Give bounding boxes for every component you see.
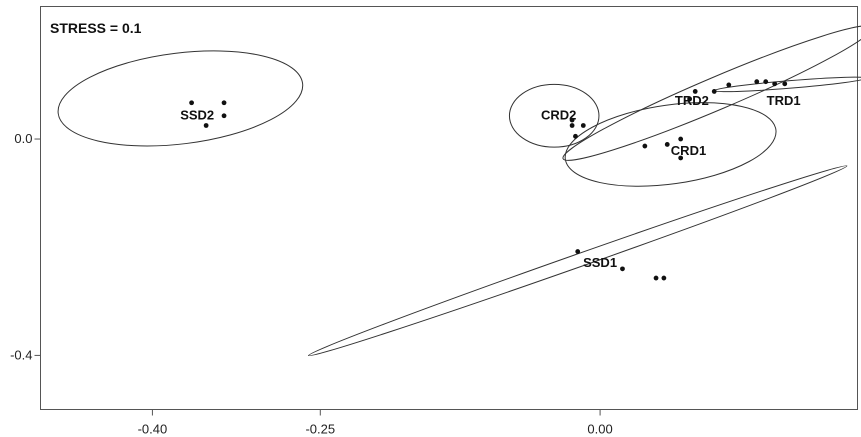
stress-annotation: STRESS = 0.1 xyxy=(50,20,142,36)
point-ssd1 xyxy=(620,266,625,272)
point-crd2 xyxy=(573,133,578,139)
ellipse-ssd2 xyxy=(57,50,304,147)
point-trd1 xyxy=(754,79,760,85)
group-label-ssd2: SSD2 xyxy=(180,108,214,123)
point-crd1 xyxy=(642,143,648,149)
point-crd1 xyxy=(678,155,684,161)
point-crd2 xyxy=(569,117,575,123)
ellipse-trd1 xyxy=(714,76,861,93)
point-trd2 xyxy=(687,96,693,102)
group-label-ssd1: SSD1 xyxy=(583,255,617,270)
point-trd2 xyxy=(711,89,717,94)
ellipse-ssd1 xyxy=(308,165,848,357)
axes: -0.40 -0.25 0.00 0.0 -0.4 xyxy=(10,131,613,436)
point-trd2 xyxy=(726,82,732,88)
point-crd2 xyxy=(569,123,575,128)
group-label-crd2: CRD2 xyxy=(541,108,576,123)
point-ssd1 xyxy=(653,275,659,281)
x-tick-label: -0.25 xyxy=(305,422,335,437)
point-crd2 xyxy=(580,123,586,128)
data-points xyxy=(189,79,788,281)
y-tick-label: -0.4 xyxy=(10,347,32,362)
point-trd1 xyxy=(772,81,778,87)
point-ssd2 xyxy=(221,100,227,106)
point-crd1 xyxy=(678,136,684,142)
group-ellipses xyxy=(57,25,861,357)
x-tick-label: 0.00 xyxy=(587,422,612,437)
point-ssd2 xyxy=(189,100,194,106)
group-label-trd1: TRD1 xyxy=(767,93,801,108)
plot-frame xyxy=(40,6,858,410)
point-ssd1 xyxy=(575,249,581,254)
group-label-trd2: TRD2 xyxy=(675,93,709,108)
point-crd1 xyxy=(664,142,670,147)
point-ssd1 xyxy=(661,275,667,281)
x-tick-label: -0.40 xyxy=(138,422,168,437)
ellipse-trd2 xyxy=(562,25,861,161)
point-trd2 xyxy=(692,89,698,94)
ellipse-crd2 xyxy=(508,83,600,148)
point-ssd2 xyxy=(203,123,209,128)
group-label-crd1: CRD1 xyxy=(671,143,706,158)
point-trd1 xyxy=(782,81,788,87)
ellipse-crd1 xyxy=(564,102,777,187)
group-labels: SSD2 SSD1 CRD2 TRD2 CRD1 TRD1 xyxy=(180,93,800,270)
point-trd1 xyxy=(763,79,769,85)
y-tick-label: 0.0 xyxy=(14,131,32,146)
point-ssd2 xyxy=(221,113,227,119)
